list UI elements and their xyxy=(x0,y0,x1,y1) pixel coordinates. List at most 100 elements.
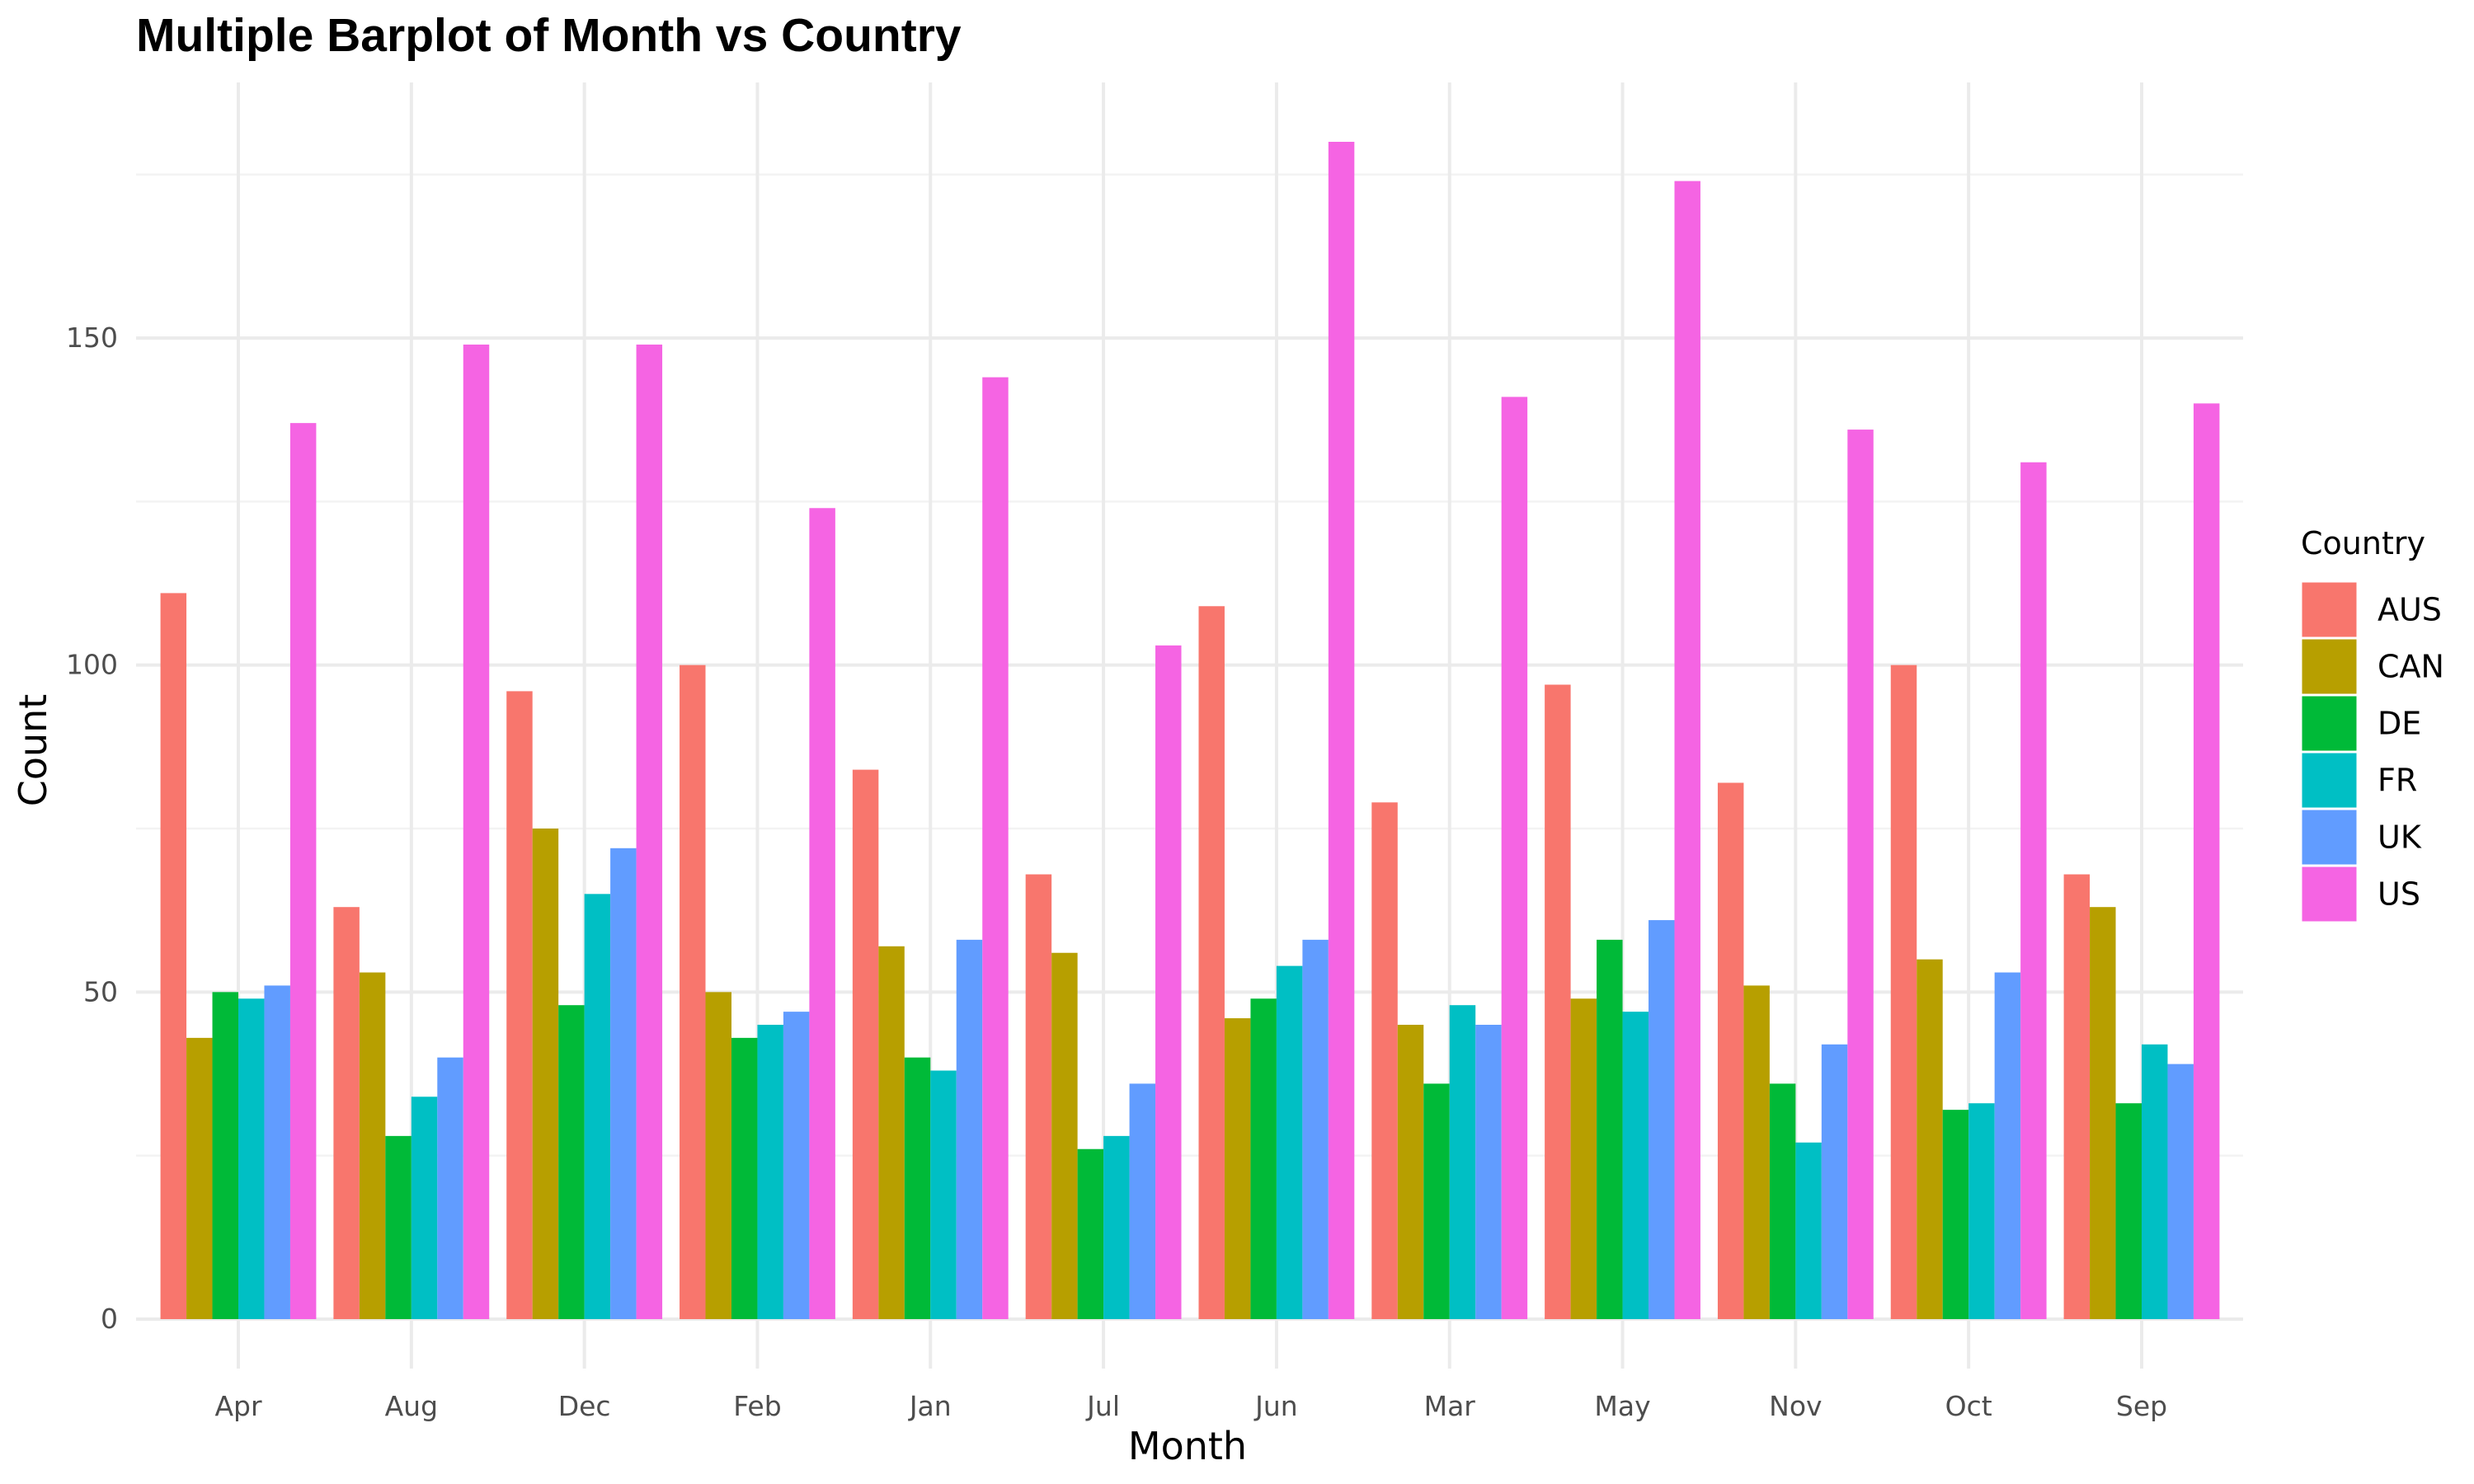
bar-de-may xyxy=(1597,939,1623,1319)
x-tick-label: Nov xyxy=(1769,1390,1822,1422)
bar-can-oct xyxy=(1917,959,1943,1319)
bar-fr-jul xyxy=(1103,1135,1130,1319)
legend: Country AUS CAN DE FR UK US xyxy=(2299,525,2444,924)
bar-can-aug xyxy=(359,972,386,1319)
bar-fr-may xyxy=(1622,1012,1649,1319)
bar-us-jun xyxy=(1328,142,1355,1319)
bar-uk-oct xyxy=(1994,972,2021,1319)
bar-uk-jun xyxy=(1302,939,1329,1319)
y-axis-title: Count xyxy=(11,694,55,807)
bar-can-jul xyxy=(1051,952,1078,1319)
bar-can-apr xyxy=(186,1037,213,1319)
x-tick-label: Oct xyxy=(1945,1390,1992,1422)
bar-aus-jul xyxy=(1025,874,1052,1319)
bar-de-apr xyxy=(212,992,238,1319)
bar-uk-apr xyxy=(264,985,290,1319)
bar-us-nov xyxy=(1847,430,1874,1319)
legend-title: Country xyxy=(2301,525,2425,561)
axis-labels: 0 50 100 150 Apr Aug Dec Feb Jan Jul Jun Mar May Nov O… xyxy=(66,322,2167,1422)
bar-us-jul xyxy=(1155,645,1182,1319)
bar-uk-mar xyxy=(1475,1025,1502,1319)
x-axis-title: Month xyxy=(1128,1424,1247,1468)
bar-fr-aug xyxy=(411,1097,438,1319)
bar-fr-sep xyxy=(2142,1044,2168,1319)
bar-can-dec xyxy=(532,829,559,1319)
x-tick-label: Dec xyxy=(558,1390,611,1422)
bar-aus-mar xyxy=(1371,802,1398,1319)
x-tick-label: May xyxy=(1594,1390,1650,1422)
bar-aus-feb xyxy=(680,665,706,1319)
bar-uk-feb xyxy=(783,1012,810,1319)
bar-uk-nov xyxy=(1821,1044,1848,1319)
bar-can-nov xyxy=(1743,985,1770,1319)
bar-uk-may xyxy=(1649,920,1675,1319)
bar-us-aug xyxy=(463,344,490,1319)
bar-can-mar xyxy=(1397,1025,1424,1319)
y-tick-label: 0 xyxy=(101,1303,118,1335)
bar-de-jul xyxy=(1077,1148,1104,1319)
bar-aus-jun xyxy=(1198,606,1225,1319)
bar-us-mar xyxy=(1501,397,1528,1319)
legend-label: AUS xyxy=(2378,592,2442,628)
bar-de-dec xyxy=(558,1005,585,1319)
bar-fr-oct xyxy=(1968,1103,1995,1319)
legend-key-uk xyxy=(2299,807,2359,867)
bar-us-apr xyxy=(289,423,317,1320)
x-tick-label: Sep xyxy=(2116,1390,2167,1422)
bar-us-dec xyxy=(636,344,663,1319)
bar-can-jan xyxy=(878,946,905,1319)
legend-key-aus xyxy=(2299,580,2359,640)
bar-uk-dec xyxy=(610,848,637,1319)
bar-aus-aug xyxy=(333,907,360,1319)
bars xyxy=(160,142,2220,1320)
bar-us-feb xyxy=(809,508,835,1319)
legend-label: FR xyxy=(2378,763,2417,799)
x-tick-label: Aug xyxy=(385,1390,438,1422)
bar-de-oct xyxy=(1942,1110,1969,1319)
bar-de-jun xyxy=(1250,998,1277,1319)
bar-fr-jun xyxy=(1276,965,1303,1319)
bar-aus-sep xyxy=(2063,874,2091,1319)
bar-uk-aug xyxy=(437,1057,463,1319)
legend-label: US xyxy=(2378,876,2420,913)
x-tick-label: Jun xyxy=(1253,1390,1298,1422)
bar-uk-sep xyxy=(2167,1064,2194,1319)
bar-fr-jan xyxy=(930,1070,957,1319)
legend-label: UK xyxy=(2378,819,2422,856)
y-tick-label: 100 xyxy=(66,649,118,681)
bar-aus-oct xyxy=(1890,665,1917,1319)
x-tick-label: Apr xyxy=(214,1390,262,1422)
bar-aus-nov xyxy=(1717,782,1744,1319)
legend-key-us xyxy=(2299,864,2359,924)
bar-de-feb xyxy=(731,1037,758,1319)
y-tick-label: 150 xyxy=(66,322,118,354)
bar-us-sep xyxy=(2193,403,2220,1319)
bar-aus-apr xyxy=(160,593,187,1319)
bar-aus-may xyxy=(1545,684,1571,1319)
bar-can-sep xyxy=(2090,907,2116,1319)
bar-uk-jan xyxy=(956,939,983,1319)
bar-de-aug xyxy=(385,1135,412,1319)
legend-key-de xyxy=(2299,693,2359,754)
bar-fr-nov xyxy=(1795,1142,1822,1319)
bar-can-may xyxy=(1570,998,1597,1319)
bar-aus-jan xyxy=(852,769,879,1319)
bar-fr-apr xyxy=(238,998,265,1319)
x-tick-label: Jul xyxy=(1085,1390,1120,1422)
bar-uk-jul xyxy=(1129,1083,1156,1319)
legend-key-can xyxy=(2299,636,2359,697)
y-tick-label: 50 xyxy=(83,975,118,1007)
bar-us-jan xyxy=(982,377,1009,1320)
bar-de-mar xyxy=(1423,1083,1450,1319)
bar-can-jun xyxy=(1224,1018,1251,1319)
x-tick-label: Jan xyxy=(908,1390,952,1422)
x-tick-label: Mar xyxy=(1424,1390,1476,1422)
legend-label: DE xyxy=(2378,706,2421,742)
bar-de-sep xyxy=(2115,1103,2142,1319)
bar-us-may xyxy=(1674,181,1700,1320)
bar-de-nov xyxy=(1769,1083,1796,1319)
bar-aus-dec xyxy=(506,691,533,1319)
bar-fr-mar xyxy=(1449,1005,1476,1319)
